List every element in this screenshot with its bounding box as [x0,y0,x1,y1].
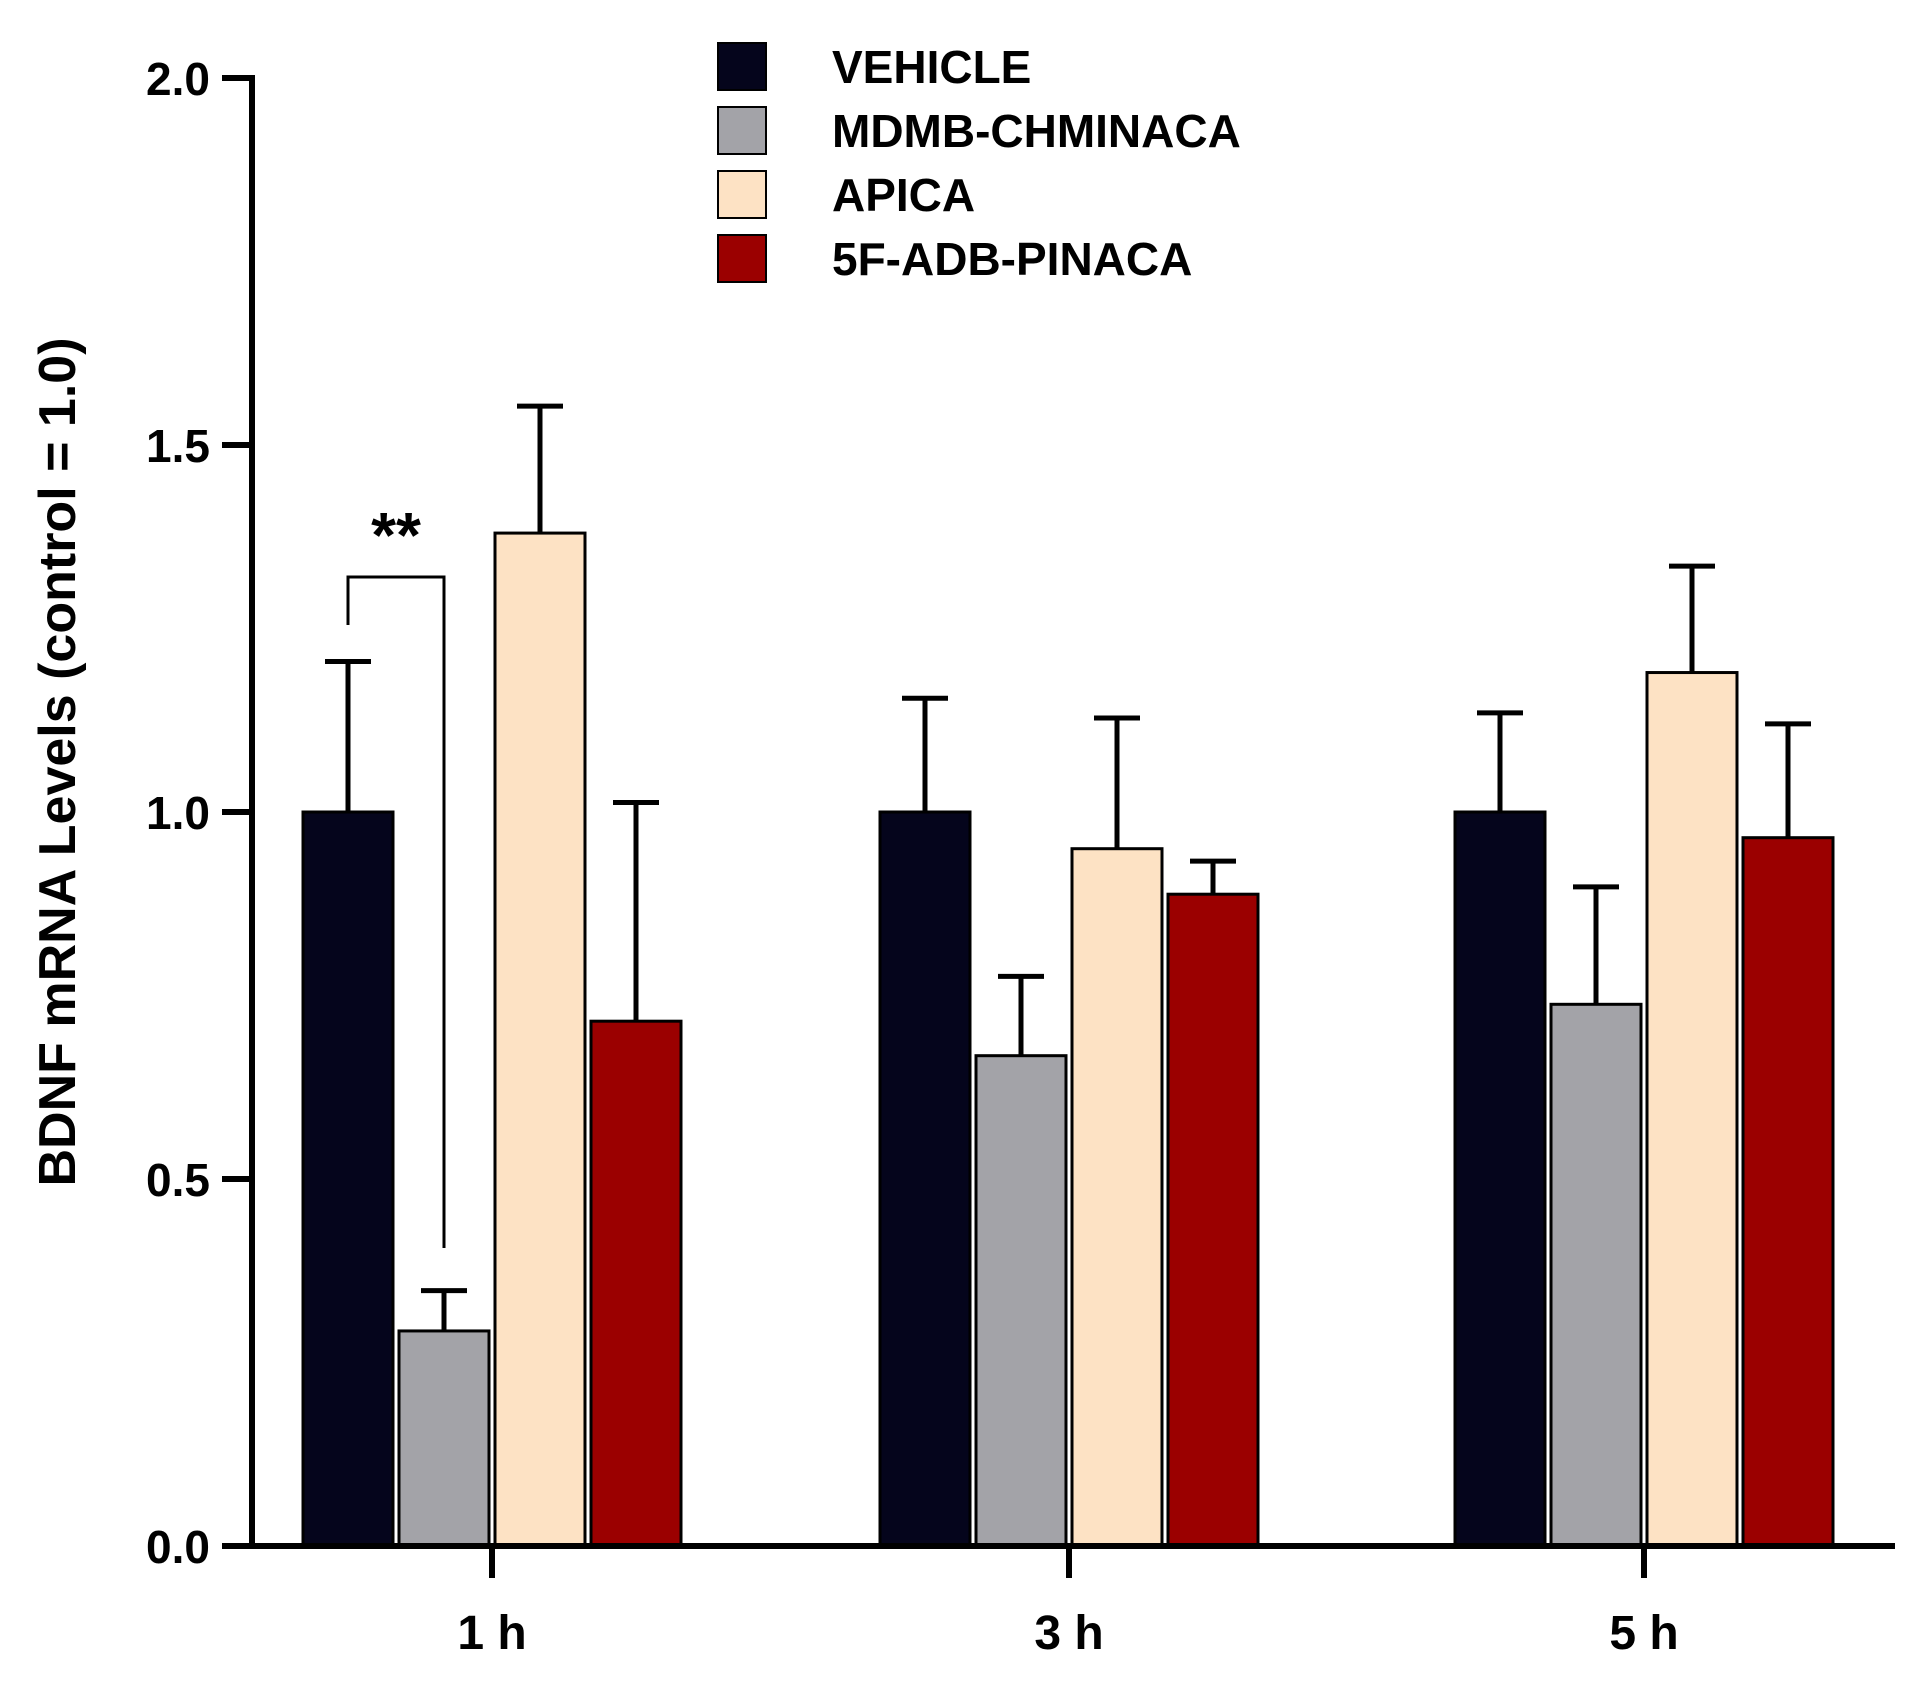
significance-bracket [346,575,446,1248]
bar-5f-adb-pinaca-1h [589,1019,683,1548]
legend-swatch-vehicle [717,42,767,91]
bar-5f-adb-pinaca-3h [1166,892,1260,1548]
significance-stars: ** [371,499,421,571]
y-tick-label: 1.5 [146,420,210,472]
y-tick-label: 0.0 [146,1521,210,1573]
bar-mdmb-chminaca-3h [974,1054,1068,1548]
bar-vehicle-3h [878,810,972,1548]
legend-label-apica: APICA [832,169,975,221]
legend-label-5f-adb-pinaca: 5F-ADB-PINACA [832,233,1192,285]
legend-swatch-mdmb-chminaca [717,106,767,155]
legend: VEHICLE MDMB-CHMINACA APICA 5F-ADB-PINACA [717,41,1241,285]
error-bars-layer [325,403,1811,1331]
bar-mdmb-chminaca-1h [397,1329,491,1548]
legend-swatch-5f-adb-pinaca [717,234,767,283]
x-tick-label: 5 h [1609,1607,1678,1660]
bar-vehicle-5h [1453,810,1547,1548]
annotations-layer: ** [346,499,446,1248]
axes-layer: 0.0 0.5 1.0 1.5 2.0 1 h 3 h 5 h [146,53,1895,1660]
bar-vehicle-1h [301,810,395,1548]
x-tick-label: 1 h [457,1607,526,1660]
bar-apica-3h [1070,847,1164,1548]
y-axis-label: BDNF mRNA Levels (control = 1.0) [29,337,87,1186]
bar-apica-5h [1645,671,1739,1548]
legend-swatch-apica [717,170,767,219]
bars-layer [301,531,1835,1548]
y-tick-label: 0.5 [146,1154,210,1206]
legend-label-mdmb-chminaca: MDMB-CHMINACA [832,105,1241,157]
y-tick-label: 1.0 [146,787,210,839]
bar-mdmb-chminaca-5h [1549,1002,1643,1548]
y-tick-label: 2.0 [146,53,210,105]
x-tick-label: 3 h [1034,1607,1103,1660]
bar-apica-1h [493,531,587,1548]
bar-5f-adb-pinaca-5h [1741,836,1835,1548]
legend-label-vehicle: VEHICLE [832,41,1031,93]
